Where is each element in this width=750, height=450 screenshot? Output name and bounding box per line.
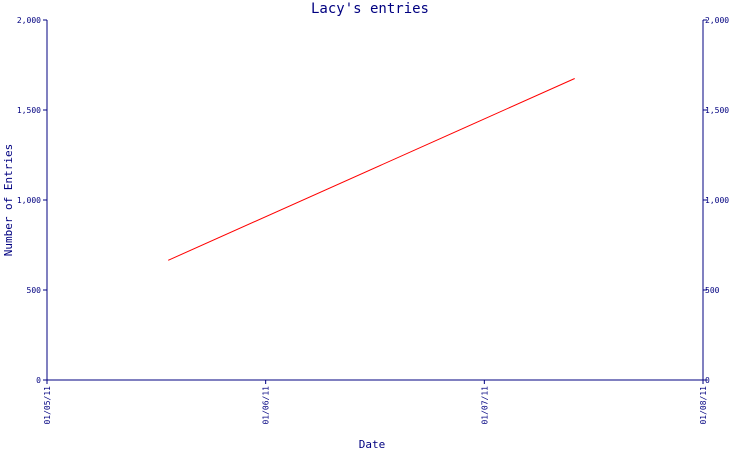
y-tick-label-left: 1,500 <box>17 106 41 115</box>
y-tick-label-left: 0 <box>36 376 41 385</box>
y-tick-label-right: 1,500 <box>705 106 729 115</box>
x-tick-label: 01/07/11 <box>480 386 489 425</box>
x-tick-label: 01/08/11 <box>699 386 708 425</box>
y-tick-label-left: 2,000 <box>17 16 41 25</box>
y-tick-label-right: 0 <box>705 376 710 385</box>
x-tick-label: 01/05/11 <box>43 386 52 425</box>
y-tick-label-left: 1,000 <box>17 196 41 205</box>
x-tick-label: 01/06/11 <box>262 386 271 425</box>
x-axis-title: Date <box>359 438 386 450</box>
y-axis-title: Number of Entries <box>2 144 15 257</box>
y-tick-label-left: 500 <box>27 286 42 295</box>
plot-area: 0 0 500 500 1,000 1,000 1,500 1,500 2,000 2,000 01… <box>17 16 729 425</box>
y-tick-label-right: 2,000 <box>705 16 729 25</box>
y-tick-label-right: 1,000 <box>705 196 729 205</box>
series-line <box>167 78 575 261</box>
chart-title: Lacy's entries <box>311 1 429 17</box>
y-tick-label-right: 500 <box>705 286 720 295</box>
